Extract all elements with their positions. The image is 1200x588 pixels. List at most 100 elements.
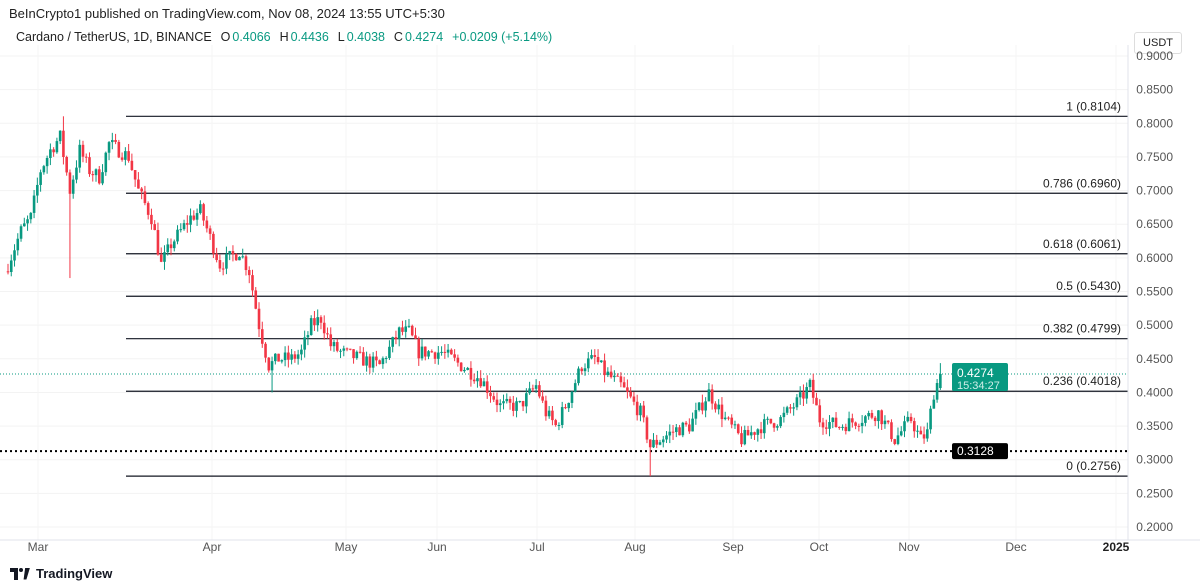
candle-down: [844, 426, 848, 432]
candle-up: [600, 360, 603, 363]
candle-up: [864, 416, 867, 423]
change-value: +0.0209 (+5.14%): [452, 30, 553, 44]
candle-down: [714, 403, 717, 410]
y-tick-label: 0.9000: [1136, 49, 1173, 63]
candle-up: [107, 142, 111, 153]
candle-up: [867, 413, 870, 417]
candle-down: [495, 399, 499, 406]
x-tick-label: Dec: [1005, 540, 1026, 554]
x-tick-label: Jun: [427, 540, 446, 554]
symbol-name[interactable]: Cardano / TetherUS, 1D, BINANCE: [16, 30, 212, 44]
candle-up: [756, 429, 760, 435]
candle-up: [831, 417, 835, 423]
x-tick-label: Mar: [28, 540, 49, 554]
candle-down: [91, 174, 95, 176]
candle-down: [133, 170, 137, 180]
candle-up: [658, 442, 662, 445]
candle-up: [805, 387, 808, 399]
candle-down: [678, 427, 681, 436]
candle-up: [798, 392, 802, 398]
candle-down: [143, 191, 147, 204]
candle-down: [114, 140, 117, 142]
candle-down: [417, 338, 421, 359]
candle-down: [632, 396, 636, 402]
candle-down: [531, 388, 535, 390]
candle-up: [828, 422, 831, 429]
candle-up: [860, 422, 864, 427]
candle-up: [332, 342, 336, 347]
candle-up: [78, 144, 82, 168]
candle-up: [466, 367, 469, 370]
candle-down: [130, 160, 134, 171]
candle-down: [453, 354, 456, 358]
open-label: O: [220, 30, 231, 44]
low-label: L: [337, 30, 345, 44]
close-value: 0.4274: [404, 30, 444, 44]
candle-up: [407, 325, 411, 327]
candle-down: [358, 351, 362, 353]
candle-down: [544, 400, 548, 417]
x-tick-label: 2025: [1103, 540, 1130, 554]
candle-up: [94, 169, 98, 176]
tradingview-logo[interactable]: TradingView: [10, 566, 112, 581]
candle-up: [899, 431, 903, 436]
open-value: 0.4066: [232, 30, 271, 44]
candle-up: [476, 378, 479, 382]
candle-down: [378, 360, 381, 365]
candle-down: [616, 375, 619, 377]
candle-down: [127, 151, 130, 161]
candle-down: [410, 325, 414, 336]
candle-down: [208, 228, 212, 234]
candle-down: [619, 376, 623, 383]
candle-down: [394, 337, 398, 339]
candle-up: [189, 215, 192, 225]
candle-down: [329, 334, 333, 347]
candle-down: [345, 348, 349, 350]
candle-up: [903, 421, 906, 432]
candle-up: [515, 401, 518, 411]
y-tick-label: 0.3000: [1136, 453, 1173, 467]
candle-up: [929, 408, 932, 430]
candle-up: [639, 405, 642, 416]
currency-button[interactable]: USDT: [1134, 32, 1182, 54]
candle-down: [492, 396, 496, 400]
candle-up: [342, 348, 346, 351]
candle-up: [733, 424, 737, 426]
candle-up: [691, 418, 694, 432]
candle-up: [681, 422, 685, 436]
candle-down: [469, 367, 473, 380]
candle-down: [551, 410, 554, 421]
candle-down: [375, 356, 378, 361]
candle-up: [570, 391, 574, 403]
candle-down: [671, 431, 675, 433]
close-label: C: [393, 30, 403, 44]
candle-down: [834, 417, 838, 427]
candle-down: [508, 398, 512, 403]
x-tick-label: May: [335, 540, 358, 554]
candle-up: [446, 349, 450, 353]
candle-up: [547, 410, 551, 417]
candle-up: [808, 379, 812, 388]
candle-up: [557, 425, 561, 427]
candle-up: [309, 318, 313, 336]
x-tick-label: Apr: [203, 540, 222, 554]
candle-down: [479, 378, 482, 387]
candle-up: [228, 251, 231, 254]
candle-down: [720, 404, 724, 420]
candle-down: [260, 329, 264, 344]
candle-up: [42, 166, 46, 173]
candle-up: [182, 223, 186, 230]
candle-up: [339, 350, 342, 352]
candle-up: [841, 426, 844, 428]
candle-down: [362, 352, 365, 366]
candle-down: [857, 425, 861, 427]
candle-down: [244, 256, 248, 271]
candle-down: [169, 244, 173, 249]
candle-down: [769, 418, 773, 424]
candle-down: [254, 290, 258, 309]
candle-up: [36, 184, 39, 196]
candle-down: [851, 418, 854, 423]
candle-up: [573, 383, 577, 392]
candle-down: [352, 349, 355, 359]
